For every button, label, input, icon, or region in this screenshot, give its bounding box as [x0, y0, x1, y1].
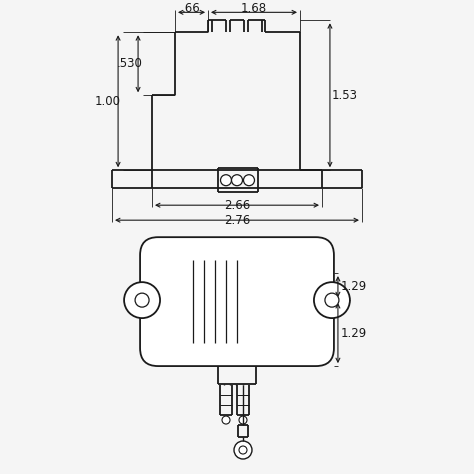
- Circle shape: [314, 282, 350, 318]
- Text: 1.68: 1.68: [241, 2, 267, 15]
- Circle shape: [244, 175, 255, 186]
- Text: 1.53: 1.53: [332, 89, 358, 102]
- Circle shape: [239, 446, 247, 454]
- Circle shape: [135, 293, 149, 307]
- Text: .530: .530: [117, 57, 143, 70]
- Text: 2.66: 2.66: [224, 199, 250, 212]
- Text: 1.29: 1.29: [341, 280, 367, 293]
- Circle shape: [234, 441, 252, 459]
- Circle shape: [325, 293, 339, 307]
- Text: .66: .66: [182, 2, 201, 15]
- Circle shape: [231, 175, 243, 186]
- Text: 1.00: 1.00: [95, 95, 121, 108]
- Text: 2.76: 2.76: [224, 214, 250, 227]
- FancyBboxPatch shape: [140, 237, 334, 366]
- Circle shape: [222, 416, 230, 424]
- Circle shape: [220, 175, 231, 186]
- Circle shape: [239, 416, 247, 424]
- Text: 1.29: 1.29: [341, 327, 367, 339]
- Circle shape: [124, 282, 160, 318]
